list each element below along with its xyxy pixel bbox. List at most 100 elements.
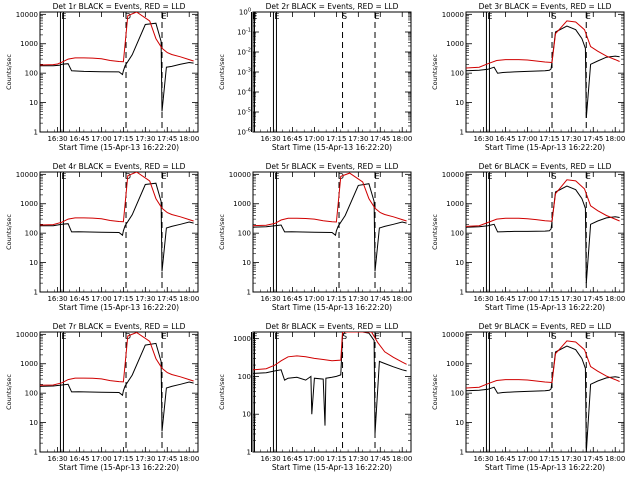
y-tick-label: 10	[29, 259, 38, 267]
x-tick-label: 17:45	[370, 455, 390, 463]
y-tick-label: 1000	[20, 360, 38, 368]
x-tick-label: 16:30	[473, 135, 493, 143]
plot-frame	[39, 11, 199, 133]
marker-label: S	[342, 332, 347, 341]
y-tick-label: 1	[247, 449, 251, 457]
y-tick-label: 1	[460, 449, 464, 457]
marker-label: E	[487, 172, 492, 181]
y-tick-label: 1000	[446, 360, 464, 368]
panel-title: Det 9r BLACK = Events, RED = LLD	[479, 322, 612, 331]
y-tick-label: 10-2	[237, 48, 251, 57]
x-axis-label: Start Time (15-Apr-13 16:22:20)	[59, 463, 179, 472]
x-tick-label: 18:00	[179, 455, 199, 463]
y-axis-label: Counts/sec	[5, 374, 13, 410]
x-axis-label: Start Time (15-Apr-13 16:22:20)	[485, 303, 605, 312]
y-tick-label: 1000	[446, 40, 464, 48]
panel-title: Det 6r BLACK = Events, RED = LLD	[479, 162, 612, 171]
y-tick-label: 10	[29, 419, 38, 427]
x-tick-label: 17:00	[304, 135, 324, 143]
x-tick-label: 17:15	[113, 455, 133, 463]
x-tick-label: 17:00	[91, 455, 111, 463]
marker-label: E	[252, 12, 257, 21]
y-tick-label: 10000	[16, 331, 38, 339]
y-tick-label: 1000	[233, 200, 251, 208]
y-axis-label: Counts/sec	[218, 54, 226, 90]
x-tick-label: 17:30	[561, 135, 581, 143]
lld-series	[40, 12, 194, 66]
detector-panel-2: Det 2r BLACK = Events, RED = LLD 10-6 10-5…	[218, 2, 412, 152]
marker-label: E	[487, 12, 492, 21]
marker-label: E	[586, 332, 591, 341]
x-axis-label: Start Time (15-Apr-13 16:22:20)	[59, 303, 179, 312]
x-tick-label: 16:45	[282, 455, 302, 463]
x-tick-label: 17:15	[539, 455, 559, 463]
y-tick-label: 10000	[442, 171, 464, 179]
events-series	[40, 22, 194, 112]
x-tick-label: 18:00	[392, 135, 412, 143]
x-tick-label: 17:00	[304, 455, 324, 463]
lld-series	[40, 172, 194, 226]
panel-title: Det 8r BLACK = Events, RED = LLD	[266, 322, 399, 331]
marker-label: E	[161, 332, 166, 341]
detector-panel-3: Det 3r BLACK = Events, RED = LLD 1 10 100 10…	[431, 2, 625, 152]
marker-label: E	[586, 12, 591, 21]
y-tick-label: 100	[451, 230, 464, 238]
x-tick-label: 17:15	[113, 135, 133, 143]
y-axis-label: Counts/sec	[431, 374, 439, 410]
lld-series	[466, 340, 620, 389]
marker-label: S	[551, 12, 556, 21]
x-tick-label: 16:45	[495, 455, 515, 463]
y-tick-label: 1000	[233, 335, 251, 343]
x-tick-label: 18:00	[392, 295, 412, 303]
y-tick-label: 10-3	[237, 68, 251, 77]
detector-panel-9: Det 9r BLACK = Events, RED = LLD 1 10 100 10…	[431, 322, 625, 472]
x-tick-label: 17:00	[517, 295, 537, 303]
lld-series	[253, 332, 407, 371]
y-axis-label: Counts/sec	[218, 214, 226, 250]
marker-label: E	[274, 12, 279, 21]
detector-panel-6: Det 6r BLACK = Events, RED = LLD 1 10 100 10…	[431, 162, 625, 312]
events-series	[253, 332, 407, 435]
x-tick-label: 16:45	[282, 135, 302, 143]
plot-frame	[465, 171, 625, 293]
plot-frame	[465, 11, 625, 133]
y-axis-label: Counts/sec	[431, 54, 439, 90]
x-tick-label: 18:00	[179, 295, 199, 303]
panel-title: Det 3r BLACK = Events, RED = LLD	[479, 2, 612, 11]
marker-label: E	[274, 172, 279, 181]
y-tick-label: 10-1	[237, 28, 251, 37]
x-axis-label: Start Time (15-Apr-13 16:22:20)	[272, 303, 392, 312]
x-tick-label: 16:45	[495, 135, 515, 143]
x-tick-label: 17:15	[326, 295, 346, 303]
y-tick-label: 100	[25, 230, 38, 238]
x-tick-label: 17:00	[304, 295, 324, 303]
y-axis-label: Counts/sec	[5, 54, 13, 90]
x-tick-label: 16:30	[260, 295, 280, 303]
marker-label: E	[61, 172, 66, 181]
x-tick-label: 16:45	[495, 295, 515, 303]
panel-title: Det 2r BLACK = Events, RED = LLD	[266, 2, 399, 11]
events-series	[253, 183, 407, 272]
y-tick-label: 10000	[16, 171, 38, 179]
y-tick-label: 1	[460, 129, 464, 137]
y-tick-label: 10000	[229, 171, 251, 179]
panel-title: Det 5r BLACK = Events, RED = LLD	[266, 162, 399, 171]
marker-label: E	[487, 332, 492, 341]
panel-title: Det 7r BLACK = Events, RED = LLD	[53, 322, 186, 331]
x-tick-label: 17:45	[370, 295, 390, 303]
marker-label: E	[586, 172, 591, 181]
x-tick-label: 18:00	[179, 135, 199, 143]
y-tick-label: 1000	[20, 40, 38, 48]
detector-panel-7: Det 7r BLACK = Events, RED = LLD 1 10 100 10…	[5, 322, 199, 472]
y-tick-label: 100	[25, 70, 38, 78]
x-tick-label: 17:15	[113, 295, 133, 303]
marker-label: S	[551, 332, 556, 341]
marker-label: E	[374, 332, 379, 341]
detector-panel-4: Det 4r BLACK = Events, RED = LLD 1 10 100 10…	[5, 162, 199, 312]
y-axis-label: Counts/sec	[5, 214, 13, 250]
x-tick-label: 17:15	[539, 295, 559, 303]
detector-panel-5: Det 5r BLACK = Events, RED = LLD 1 10 100 10…	[218, 162, 412, 312]
x-tick-label: 17:45	[583, 455, 603, 463]
x-axis-label: Start Time (15-Apr-13 16:22:20)	[485, 143, 605, 152]
